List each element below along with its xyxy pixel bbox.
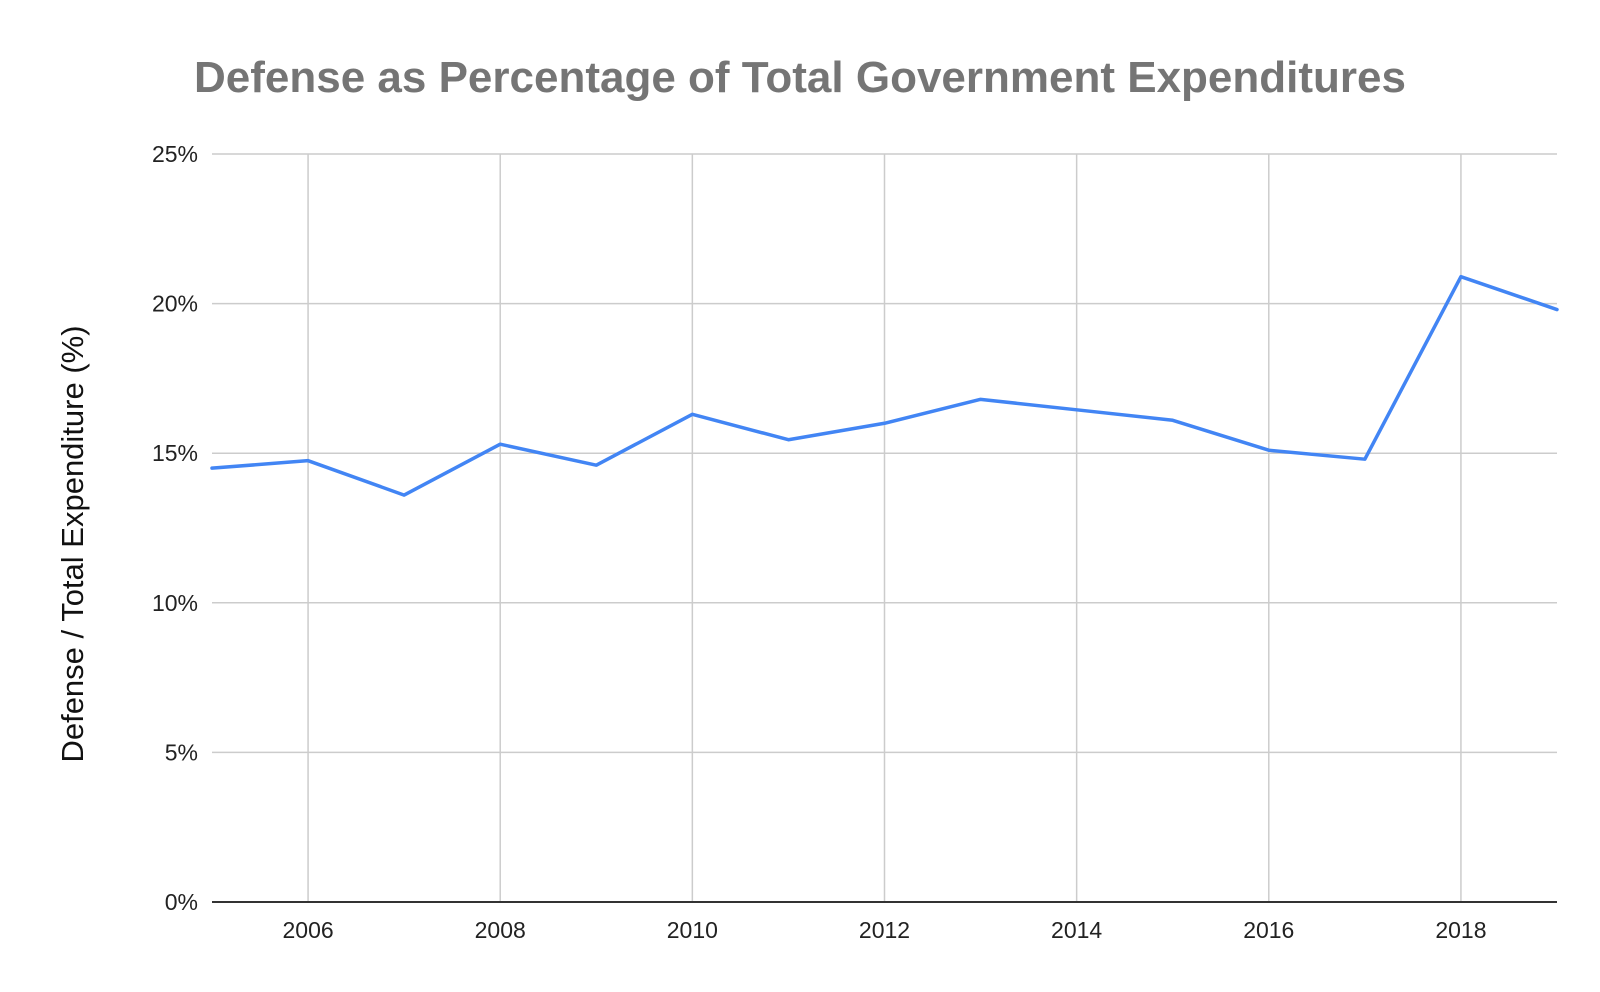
x-tick-label: 2016 [1243, 917, 1294, 943]
series-layer [210, 274, 1559, 497]
x-tick-label: 2006 [282, 917, 333, 943]
y-tick-label: 20% [152, 291, 198, 317]
x-axis-tick-labels: 2006 2008 2010 2012 2014 2016 2018 [282, 917, 1486, 943]
y-tick-label: 10% [152, 590, 198, 616]
y-tick-label: 15% [152, 440, 198, 466]
x-tick-label: 2012 [859, 917, 910, 943]
data-point [1267, 448, 1271, 452]
data-point [594, 463, 598, 467]
data-point [210, 466, 214, 470]
x-tick-label: 2008 [475, 917, 526, 943]
horizontal-gridlines [212, 153, 1557, 754]
data-point [1171, 418, 1175, 422]
vertical-gridlines [307, 154, 1462, 902]
x-tick-label: 2018 [1435, 917, 1486, 943]
x-tick-label: 2010 [667, 917, 718, 943]
data-point [402, 493, 406, 497]
data-point [979, 397, 983, 401]
data-point [1555, 308, 1559, 312]
data-point [786, 438, 790, 442]
y-tick-label: 0% [165, 889, 198, 915]
x-tick-label: 2014 [1051, 917, 1102, 943]
chart-title: Defense as Percentage of Total Governmen… [194, 53, 1406, 102]
data-point [1459, 275, 1463, 279]
data-point [883, 421, 887, 425]
data-point [498, 442, 502, 446]
y-axis-label: Defense / Total Expenditure (%) [55, 325, 90, 762]
series-line [210, 274, 1559, 497]
data-point [1363, 457, 1367, 461]
data-point [690, 412, 694, 416]
data-point [306, 459, 310, 463]
y-tick-label: 5% [165, 739, 198, 765]
y-axis-tick-labels: 0% 5% 10% 15% 20% 25% [152, 141, 198, 915]
data-point [1075, 408, 1079, 412]
y-tick-label: 25% [152, 141, 198, 167]
